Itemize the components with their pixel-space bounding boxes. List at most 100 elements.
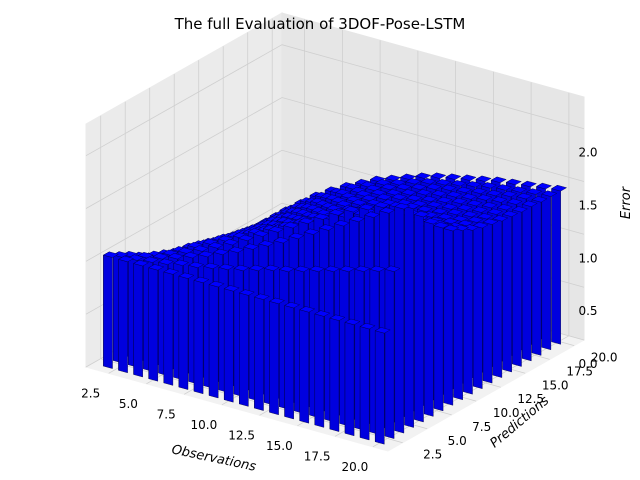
bar-top-face (193, 276, 210, 284)
bar-front-face (284, 305, 294, 420)
bar-top-face (531, 196, 548, 203)
bar-top-face (344, 318, 361, 326)
bar-top-face (445, 173, 462, 180)
bar-front-face (208, 284, 219, 399)
bar-top-face (405, 178, 422, 185)
bar-top-face (466, 199, 483, 207)
bar-top-face (446, 191, 463, 198)
bar (443, 224, 460, 406)
bar-top-face (505, 178, 522, 186)
bar-top-face (475, 175, 492, 182)
bar (482, 218, 499, 384)
bar-top-face (462, 224, 479, 231)
bar-front-face (394, 206, 405, 434)
bar-top-face (495, 184, 513, 191)
bar-top-face (238, 289, 255, 296)
tick-labels: 2.55.07.510.012.515.017.520.02.55.07.510… (81, 146, 617, 474)
bar (374, 327, 391, 445)
bar-top-face (127, 254, 144, 261)
bar-front-face (443, 228, 454, 406)
bar (223, 285, 240, 403)
bar-top-face (391, 193, 408, 201)
bar-front-face (163, 271, 174, 386)
bar-front-face (314, 313, 325, 428)
bar-top-face (293, 265, 310, 273)
z-tick-label: 0.5 (578, 304, 597, 318)
bar (284, 301, 301, 420)
bar-top-face (173, 259, 190, 266)
bar (384, 265, 401, 439)
bar-top-face (395, 183, 412, 190)
x-tick-label: 12.5 (228, 428, 255, 442)
bar (148, 264, 165, 382)
y-tick-label: 5.0 (448, 434, 467, 448)
bar (433, 221, 450, 412)
bar-front-face (103, 254, 113, 369)
bar-front-face (133, 263, 143, 378)
bar-top-face (117, 255, 135, 263)
bar (268, 297, 286, 416)
bar-top-face (380, 183, 397, 191)
bar-front-face (344, 322, 355, 437)
bar-top-face (496, 204, 513, 211)
bar (329, 314, 346, 432)
bar-front-face (433, 225, 444, 412)
bar-top-face (526, 188, 543, 195)
z-tick-label: 1.5 (578, 199, 597, 213)
y-tick-label: 2.5 (423, 448, 442, 462)
bar-top-face (486, 189, 503, 197)
bar (193, 276, 210, 395)
bar (299, 306, 316, 424)
bar-top-face (492, 215, 509, 222)
bar-top-face (299, 306, 316, 313)
bar (502, 210, 519, 373)
bar (253, 293, 270, 411)
bar-front-face (502, 213, 512, 373)
bar-top-face (486, 208, 504, 215)
y-tick-label: 17.5 (566, 364, 593, 378)
bar-top-face (420, 178, 437, 185)
z-grid-line (85, 44, 585, 157)
bar-front-face (359, 326, 370, 441)
x-axis-label: Observations (170, 442, 257, 475)
bar-front-face (522, 203, 532, 362)
bar-front-face (375, 330, 385, 445)
bar-top-face (314, 310, 331, 317)
bar (404, 202, 421, 428)
bar-top-face (441, 203, 458, 210)
bar-top-face (223, 285, 240, 292)
bar-top-face (233, 264, 250, 272)
bar-top-face (436, 196, 453, 204)
bar-front-face (473, 225, 483, 389)
bar (423, 217, 440, 417)
bar-top-face (471, 206, 488, 213)
bar-top-face (516, 192, 533, 200)
bar-top-face (467, 216, 484, 223)
bar-front-face (118, 259, 128, 374)
bar (394, 202, 411, 434)
bar-top-face (152, 253, 169, 260)
bar (472, 221, 489, 389)
bar-front-face (299, 309, 309, 424)
bar-top-face (157, 258, 175, 265)
bar-top-face (477, 213, 494, 220)
bar (511, 206, 528, 367)
bar-front-face (254, 296, 264, 411)
bar (208, 280, 225, 399)
bar-top-face (178, 272, 195, 279)
z-axis-label: Error (619, 185, 634, 219)
y-tick-label: 20.0 (591, 351, 618, 365)
z-tick-label: 2.0 (578, 146, 597, 160)
bar-top-face (375, 193, 393, 201)
bar-front-face (482, 221, 493, 384)
bar (413, 210, 430, 423)
bar-top-face (413, 210, 430, 218)
bar-top-face (284, 301, 301, 309)
bar-top-face (451, 197, 468, 205)
bar (188, 261, 205, 385)
bar-top-face (423, 218, 440, 225)
x-tick-label: 5.0 (119, 397, 138, 411)
bar-top-face (481, 201, 498, 209)
bar-front-face (531, 199, 542, 356)
